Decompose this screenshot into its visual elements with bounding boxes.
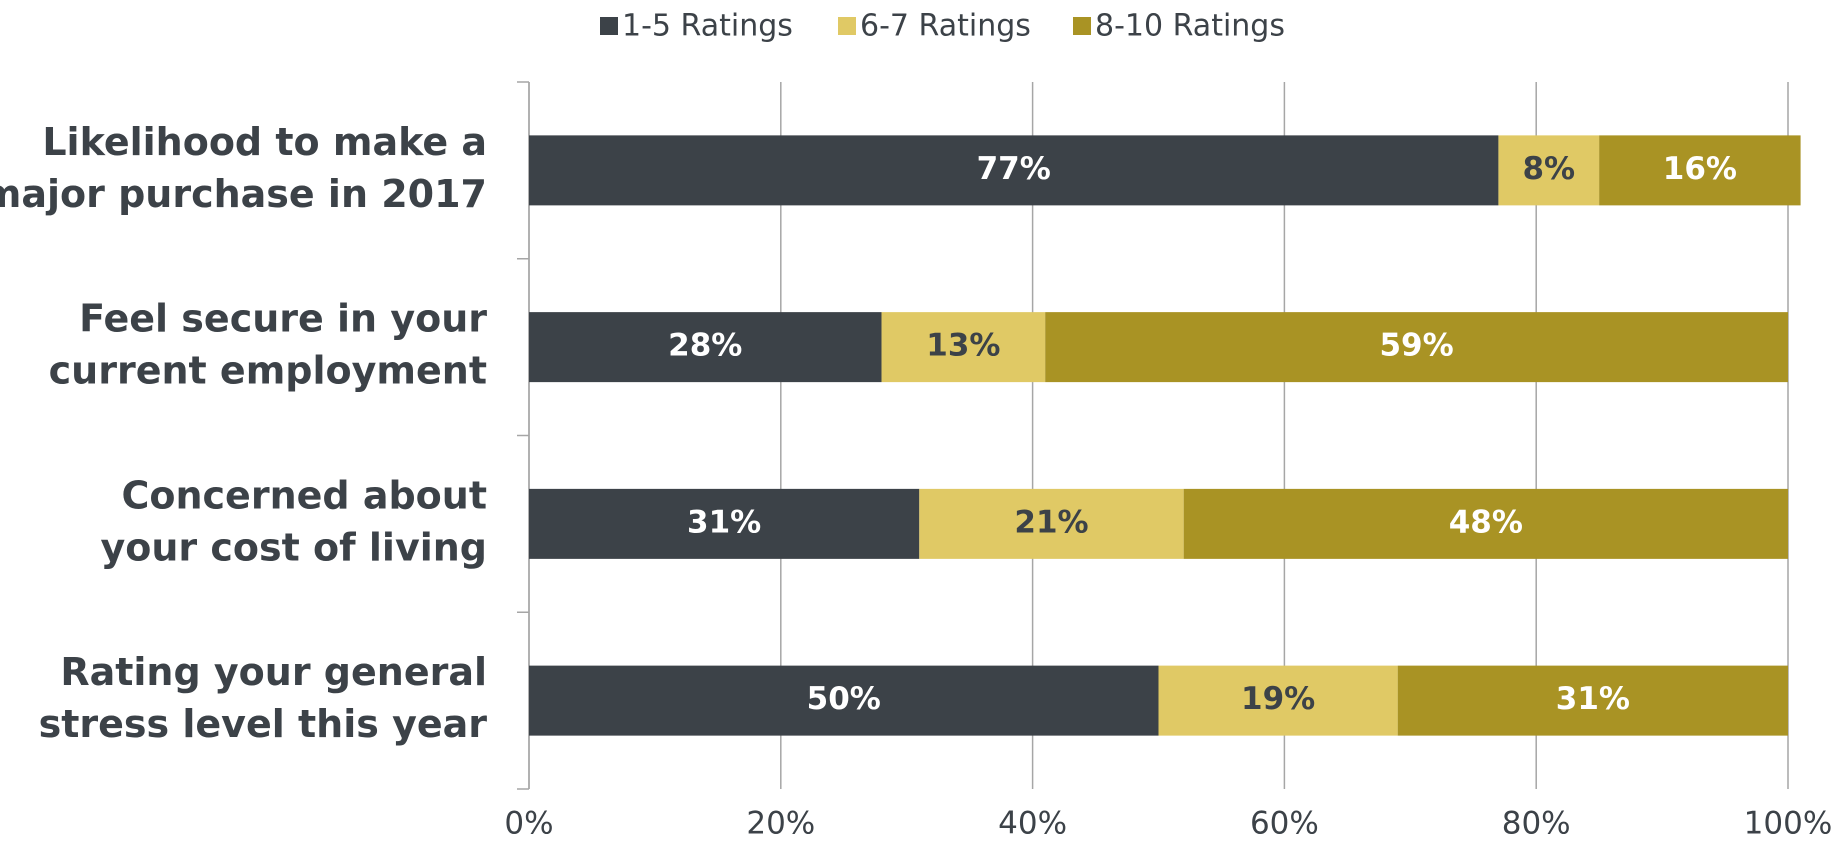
category-label: stress level this year xyxy=(39,702,488,746)
data-label: 13% xyxy=(926,328,1000,364)
category-label: Concerned about xyxy=(121,473,487,517)
legend-label: 1-5 Ratings xyxy=(622,9,793,44)
category-label: Likelihood to make a xyxy=(42,120,487,164)
legend-label: 8-10 Ratings xyxy=(1095,9,1285,44)
data-label: 48% xyxy=(1449,504,1523,540)
data-label: 59% xyxy=(1379,328,1453,364)
category-label: Feel secure in your xyxy=(79,297,487,341)
bar-segment xyxy=(529,665,1159,736)
x-tick-label: 20% xyxy=(746,806,815,842)
data-label: 77% xyxy=(977,151,1051,187)
bar-segment xyxy=(529,312,882,383)
bar-segment xyxy=(529,488,920,559)
x-tick-label: 60% xyxy=(1250,806,1319,842)
category-label: Rating your general xyxy=(60,650,487,694)
x-tick-label: 80% xyxy=(1502,806,1571,842)
data-label: 31% xyxy=(687,504,761,540)
data-label: 50% xyxy=(807,681,881,717)
bar-segment xyxy=(1158,665,1398,736)
data-label: 21% xyxy=(1014,504,1088,540)
data-label: 16% xyxy=(1663,151,1737,187)
legend-label: 6-7 Ratings xyxy=(860,9,1031,44)
x-tick-label: 100% xyxy=(1744,806,1833,842)
x-tick-label: 40% xyxy=(998,806,1067,842)
x-tick-label: 0% xyxy=(504,806,553,842)
legend-swatch xyxy=(838,17,856,35)
bar-segment xyxy=(881,312,1046,383)
bar-segment xyxy=(919,488,1184,559)
bar-segment xyxy=(1045,312,1788,383)
bar-segment xyxy=(1599,135,1801,206)
category-label: current employment xyxy=(49,349,487,393)
bar-segment xyxy=(1397,665,1788,736)
data-label: 31% xyxy=(1556,681,1630,717)
legend-swatch xyxy=(1073,17,1091,35)
data-label: 8% xyxy=(1522,151,1575,187)
bar-segment xyxy=(1498,135,1600,206)
bar-segment xyxy=(1183,488,1788,559)
category-label: your cost of living xyxy=(100,525,487,569)
bar-segment xyxy=(529,135,1499,206)
category-label: major purchase in 2017 xyxy=(0,172,487,216)
data-label: 28% xyxy=(668,328,742,364)
data-label: 19% xyxy=(1241,681,1315,717)
legend-swatch xyxy=(600,17,618,35)
